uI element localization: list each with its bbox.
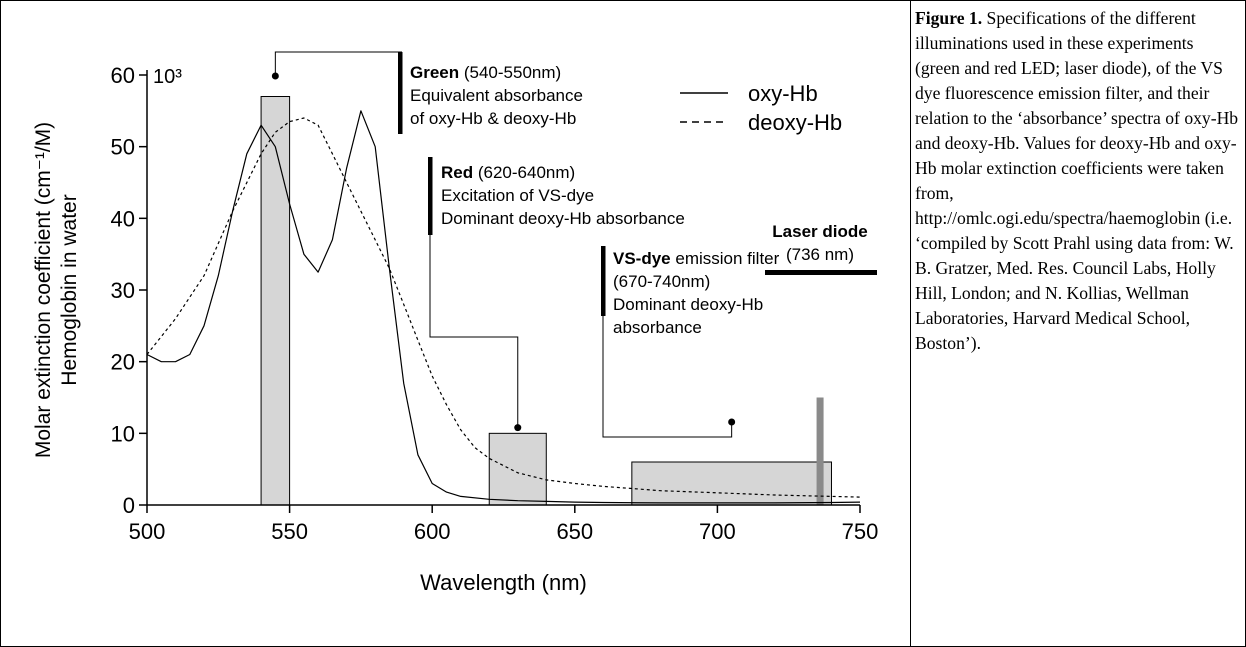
x-axis-label: Wavelength (nm) (420, 570, 587, 595)
y-tick-label: 30 (111, 278, 135, 303)
vsdye-bar (601, 246, 606, 316)
caption-text: Specifications of the different illumina… (915, 8, 1239, 353)
laser-range-bar (765, 270, 877, 275)
axes-layer: 0 10 20 30 40 50 60 500 550 600 650 700 750 10³ Wavele… (32, 63, 878, 595)
red-title-bold: Red (441, 163, 473, 182)
y-tick-label: 50 (111, 135, 135, 160)
laser-title: Laser diode (772, 222, 867, 241)
laser-line (816, 397, 824, 505)
vsdye-line: (670-740nm) (613, 272, 710, 291)
series-layer (146, 110, 861, 504)
red-line: Dominant deoxy-Hb absorbance (441, 209, 685, 228)
red-leader (429, 232, 519, 428)
caption-label: Figure 1. (915, 8, 983, 28)
laser-value: (736 nm) (786, 245, 854, 264)
vsdye-title: VS-dye emission filter (613, 249, 780, 268)
vsdye-title-bold: VS-dye (613, 249, 671, 268)
y-tick-label: 20 (111, 350, 135, 375)
y-tick-label: 10 (111, 421, 135, 446)
legend-label-oxy-hb: oxy-Hb (748, 81, 818, 106)
green-title: Green (540-550nm) (410, 63, 561, 82)
x-tick-label: 500 (129, 519, 166, 544)
x-tick-label: 750 (842, 519, 879, 544)
y-multiplier-label: 10³ (153, 66, 182, 88)
vsdye-line: Dominant deoxy-Hb (613, 295, 763, 314)
red-range: (620-640nm) (473, 163, 575, 182)
red-title: Red (620-640nm) (441, 163, 575, 182)
y-tick-label: 0 (123, 493, 135, 518)
red-line: Excitation of VS-dye (441, 186, 594, 205)
annotations-layer: oxy-Hb deoxy-Hb Green (540-550nm) Equivalen… (271, 51, 868, 438)
series-deoxy-hb (146, 117, 861, 498)
y-tick-label: 60 (111, 63, 135, 88)
vsdye-leader (602, 315, 733, 438)
y-tick-label: 40 (111, 206, 135, 231)
green-bar (398, 52, 403, 134)
green-leader (274, 51, 402, 76)
caption-divider (910, 0, 911, 647)
y-axis-label-line2: Hemoglobin in water (58, 194, 81, 385)
band-green (260, 96, 291, 506)
legend-label-deoxy-hb: deoxy-Hb (748, 110, 842, 135)
y-axis-label-line1: Molar extinction coefficient (cm⁻¹/M) (32, 122, 55, 458)
green-title-bold: Green (410, 63, 459, 82)
bands-layer (260, 96, 877, 506)
absorbance-chart: 0 10 20 30 40 50 60 500 550 600 650 700 750 10³ Wavele… (32, 51, 878, 595)
band-red (488, 432, 547, 506)
red-bar (428, 157, 433, 235)
vsdye-title-suffix: emission filter (671, 249, 780, 268)
x-tick-label: 600 (414, 519, 451, 544)
series-oxy-hb (146, 110, 861, 504)
green-line: Equivalent absorbance (410, 86, 583, 105)
x-tick-label: 700 (699, 519, 736, 544)
vsdye-line: absorbance (613, 318, 702, 337)
x-tick-label: 650 (556, 519, 593, 544)
band-vs-dye (631, 461, 832, 506)
x-tick-label: 550 (271, 519, 308, 544)
green-line: of oxy-Hb & deoxy-Hb (410, 109, 576, 128)
figure-caption: Figure 1. Specifications of the differen… (915, 6, 1241, 356)
green-range: (540-550nm) (459, 63, 561, 82)
